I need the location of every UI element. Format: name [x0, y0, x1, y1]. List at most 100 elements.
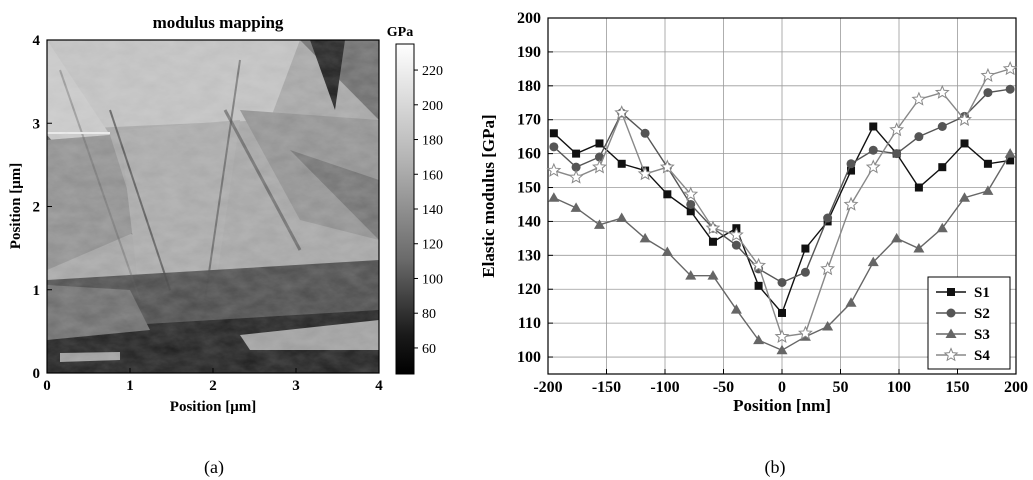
plot-y-tick-label: 110 — [518, 315, 541, 332]
legend-item-s2: S2 — [936, 306, 990, 322]
data-point-s4 — [705, 220, 721, 235]
data-point-s3 — [891, 232, 903, 243]
data-point-s4 — [889, 122, 905, 137]
data-point-s4 — [592, 159, 607, 174]
map-y-tick-label: 0 — [33, 366, 41, 382]
data-point-s1 — [938, 163, 947, 172]
data-point-s2 — [983, 88, 993, 98]
data-point-s1 — [869, 122, 878, 131]
data-point-s3 — [753, 334, 765, 345]
plot-y-tick-label: 160 — [517, 146, 541, 163]
plot-y-tick-label: 100 — [517, 349, 541, 366]
data-point-s3 — [913, 243, 925, 253]
plot-x-tick-label: -200 — [533, 379, 562, 396]
data-point-s4 — [683, 186, 699, 201]
data-point-s2 — [549, 142, 559, 152]
map-x-tick-label: 2 — [209, 378, 217, 394]
modulus-map-image — [47, 40, 379, 373]
data-point-s4 — [728, 227, 744, 242]
colorbar-tick-label: 120 — [422, 238, 443, 253]
colorbar-tick-label: 160 — [422, 168, 443, 183]
data-point-s4 — [865, 159, 881, 174]
data-point-s4 — [820, 261, 836, 276]
data-point-s3 — [776, 344, 788, 355]
data-point-s3 — [616, 212, 628, 223]
data-point-s3 — [936, 222, 948, 233]
data-point-s2 — [823, 213, 833, 223]
data-point-s1 — [914, 183, 923, 192]
data-point-s1 — [801, 244, 810, 253]
map-axes: 0 1 2 3 4 0 1 2 3 4 — [33, 33, 384, 394]
data-point-s3 — [548, 192, 560, 202]
plot-x-tick-label: 100 — [887, 379, 911, 396]
data-point-s3 — [685, 270, 697, 280]
colorbar-tick-label: 180 — [422, 134, 443, 149]
legend-marker — [946, 308, 956, 318]
series-s4 — [546, 61, 1018, 344]
colorbar-tick-label: 60 — [422, 342, 436, 357]
data-point-s4 — [980, 67, 996, 82]
colorbar-unit: GPa — [387, 25, 413, 40]
data-point-s1 — [983, 159, 992, 168]
legend-label: S1 — [974, 285, 990, 301]
data-point-s2 — [868, 145, 878, 155]
plot-y-tick-label: 180 — [517, 78, 541, 95]
caption-b: (b) — [765, 457, 786, 478]
data-point-s4 — [843, 196, 859, 211]
plot-axes: -200 -150 -100 -50 0 50 100 150 200 100 110 120 130 1… — [517, 10, 1028, 396]
data-point-s3 — [570, 202, 582, 212]
data-point-s1 — [754, 281, 763, 290]
plot-x-tick-label: 150 — [946, 379, 970, 396]
data-point-s1 — [617, 159, 626, 168]
data-point-s1 — [708, 237, 717, 246]
data-point-s3 — [661, 246, 673, 256]
data-point-s1 — [778, 308, 786, 317]
map-y-tick-label: 1 — [33, 283, 41, 299]
legend-label: S4 — [974, 348, 990, 364]
panel-b: -200 -150 -100 -50 0 50 100 150 200 100 110 120 130 1… — [479, 10, 1028, 478]
data-point-s4 — [546, 162, 562, 177]
data-point-s1 — [549, 129, 558, 138]
map-title: modulus mapping — [153, 13, 284, 32]
data-point-s3 — [867, 256, 879, 267]
legend: S1 S2 S3 S4 — [927, 276, 1011, 370]
data-point-s3 — [593, 219, 605, 229]
plot-x-tick-label: 0 — [778, 379, 786, 396]
colorbar-tick-label: 140 — [422, 203, 443, 218]
data-point-s1 — [572, 149, 581, 158]
legend-label: S2 — [974, 306, 990, 322]
plot-y-tick-label: 120 — [517, 281, 541, 298]
plot-y-tick-label: 140 — [517, 213, 541, 230]
plot-x-tick-label: 200 — [1004, 379, 1028, 396]
data-point-s2 — [914, 132, 924, 142]
legend-item-s4: S4 — [936, 347, 990, 364]
plot-x-tick-label: -50 — [713, 379, 734, 396]
plot-x-tick-label: -150 — [592, 379, 621, 396]
data-point-s4 — [637, 166, 653, 181]
map-y-tick-label: 4 — [33, 33, 41, 49]
legend-label: S3 — [974, 327, 990, 343]
plot-y-tick-label: 190 — [517, 44, 541, 61]
data-point-s2 — [800, 267, 810, 277]
colorbar-tick-label: 80 — [422, 307, 436, 322]
data-point-s4 — [614, 105, 630, 120]
map-y-tick-label: 2 — [33, 200, 41, 216]
data-point-s4 — [1002, 61, 1018, 76]
plot-y-tick-label: 170 — [517, 112, 541, 129]
data-point-s2 — [846, 159, 856, 169]
data-point-s3 — [707, 270, 719, 280]
map-x-tick-label: 1 — [126, 378, 134, 394]
legend-marker — [947, 288, 955, 296]
data-point-s4 — [797, 325, 813, 340]
data-point-s2 — [777, 277, 787, 287]
data-point-s2 — [937, 121, 947, 131]
data-point-s4 — [934, 84, 950, 99]
data-point-s2 — [571, 162, 581, 172]
data-point-s1 — [960, 139, 969, 148]
plot-y-tick-label: 150 — [517, 180, 541, 197]
data-point-s4 — [911, 91, 927, 106]
data-point-s2 — [686, 199, 696, 209]
legend-item-s1: S1 — [936, 285, 990, 301]
plot-y-tick-label: 130 — [517, 247, 541, 264]
